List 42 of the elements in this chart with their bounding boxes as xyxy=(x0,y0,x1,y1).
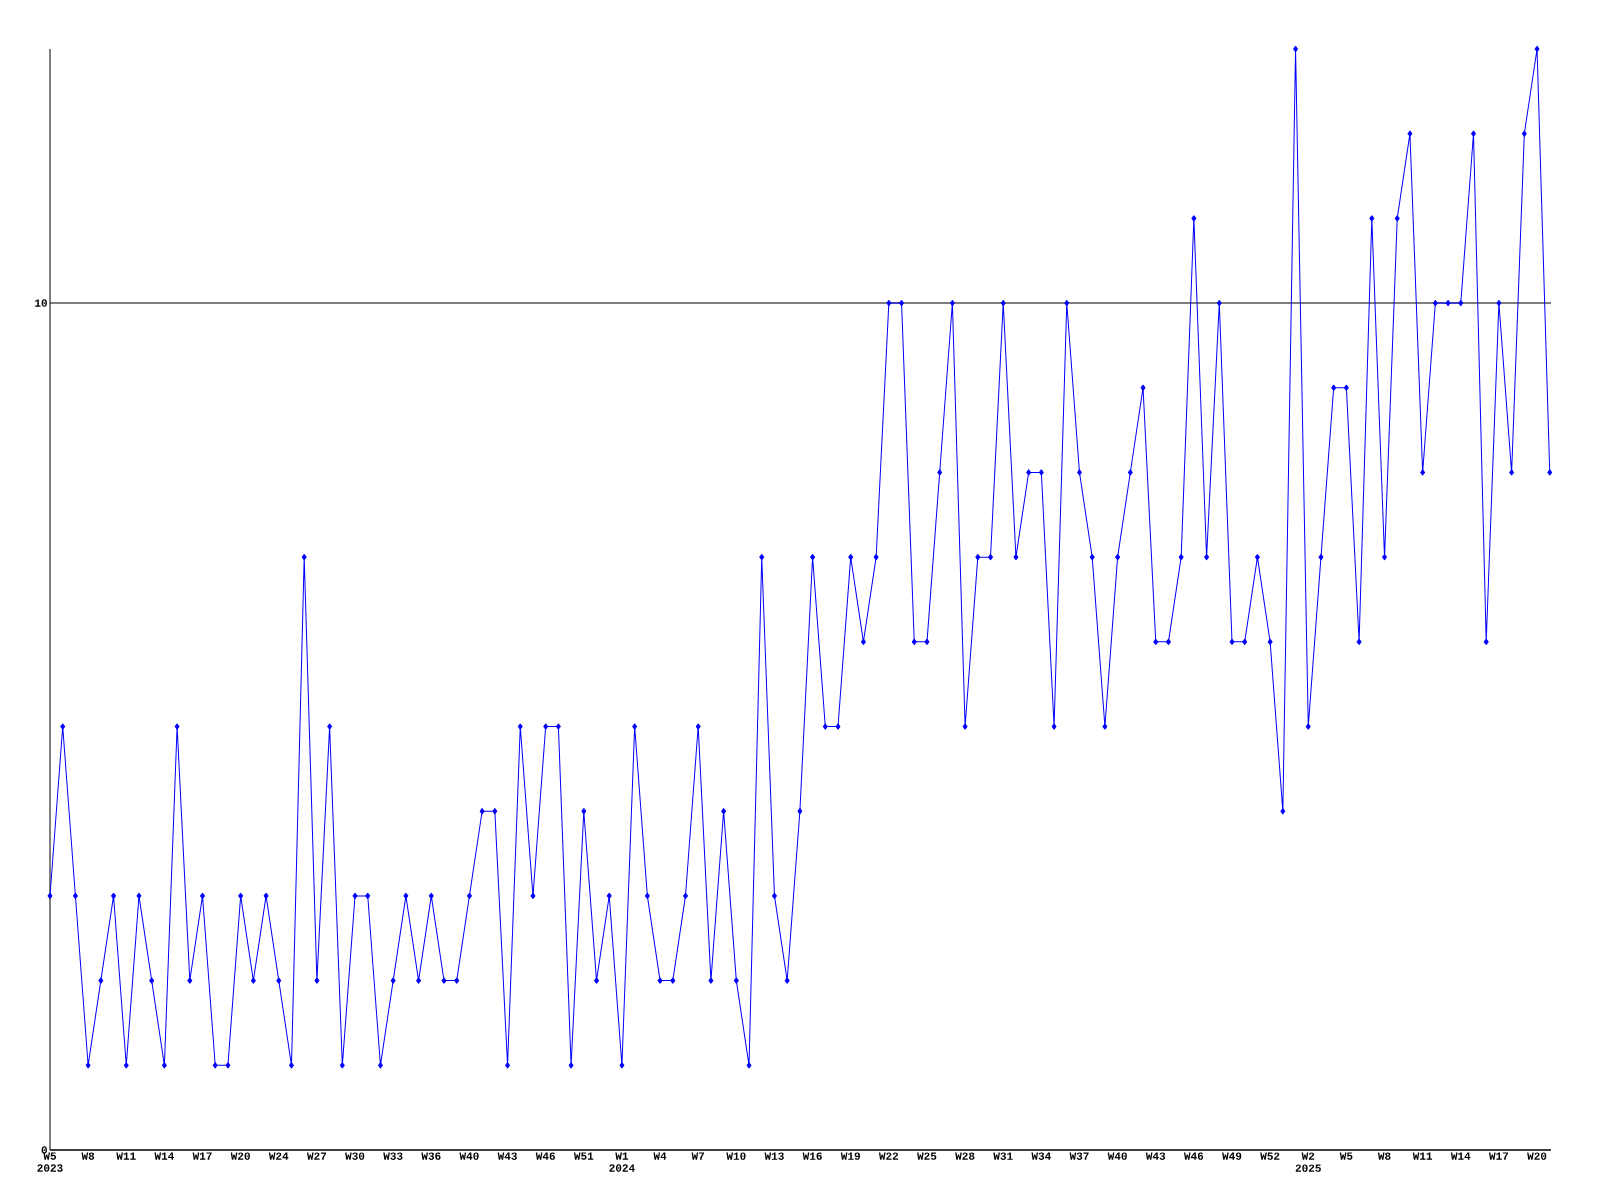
x-tick-label: W37 xyxy=(1069,1152,1089,1160)
x-tick-label: W20 xyxy=(1527,1152,1547,1160)
x-tick-label: W10 xyxy=(726,1152,746,1160)
x-tick-label: W52 xyxy=(1260,1152,1280,1160)
x-tick-label: W11 xyxy=(116,1152,136,1160)
x-tick-label: W17 xyxy=(192,1152,212,1160)
x-tick-label: W8 xyxy=(1377,1152,1391,1160)
x-tick-label: W19 xyxy=(840,1152,860,1160)
x-tick-label: W43 xyxy=(1145,1152,1166,1160)
x-tick-label: W11 xyxy=(1412,1152,1433,1160)
x-tick-label: W7 xyxy=(691,1152,705,1160)
x-tick-label: W4 xyxy=(653,1152,667,1160)
x-tick-label: W13 xyxy=(764,1152,784,1160)
x-tick-label: W14 xyxy=(154,1152,174,1160)
x-tick-label: W46 xyxy=(535,1152,555,1160)
x-tick-label: W40 xyxy=(459,1152,479,1160)
y-tick-label: 10 xyxy=(35,299,47,307)
x-tick-label: W22 xyxy=(878,1152,899,1160)
x-tick-label: W20 xyxy=(230,1152,250,1160)
x-tick-label: W40 xyxy=(1107,1152,1127,1160)
x-tick-label: W36 xyxy=(421,1152,441,1160)
x-tick-label: W46 xyxy=(1183,1152,1204,1160)
y-tick-label: 0 xyxy=(41,1146,47,1154)
x-tick-label: W28 xyxy=(955,1152,975,1160)
x-tick-label: W8 xyxy=(81,1152,95,1160)
x-tick-label: W49 xyxy=(1222,1152,1242,1160)
x-tick-label: W31 xyxy=(993,1152,1013,1160)
x-tick-label: W24 xyxy=(268,1152,289,1160)
x-tick-label: W2 2025 xyxy=(1295,1152,1321,1172)
x-tick-label: W16 xyxy=(802,1152,822,1160)
x-tick-label: W33 xyxy=(383,1152,403,1160)
x-tick-label: W51 xyxy=(573,1152,594,1160)
x-tick-label: W14 xyxy=(1450,1152,1471,1160)
x-tick-label: W17 xyxy=(1489,1152,1509,1160)
x-tick-label: W1 2024 xyxy=(609,1152,635,1172)
x-tick-label: W5 2023 xyxy=(37,1152,63,1172)
x-tick-label: W43 xyxy=(497,1152,517,1160)
x-tick-label: W5 xyxy=(1339,1152,1353,1160)
x-tick-label: W30 xyxy=(345,1152,365,1160)
x-tick-label: W27 xyxy=(307,1152,327,1160)
x-tick-label: W34 xyxy=(1031,1152,1051,1160)
x-tick-label: W25 xyxy=(917,1152,937,1160)
